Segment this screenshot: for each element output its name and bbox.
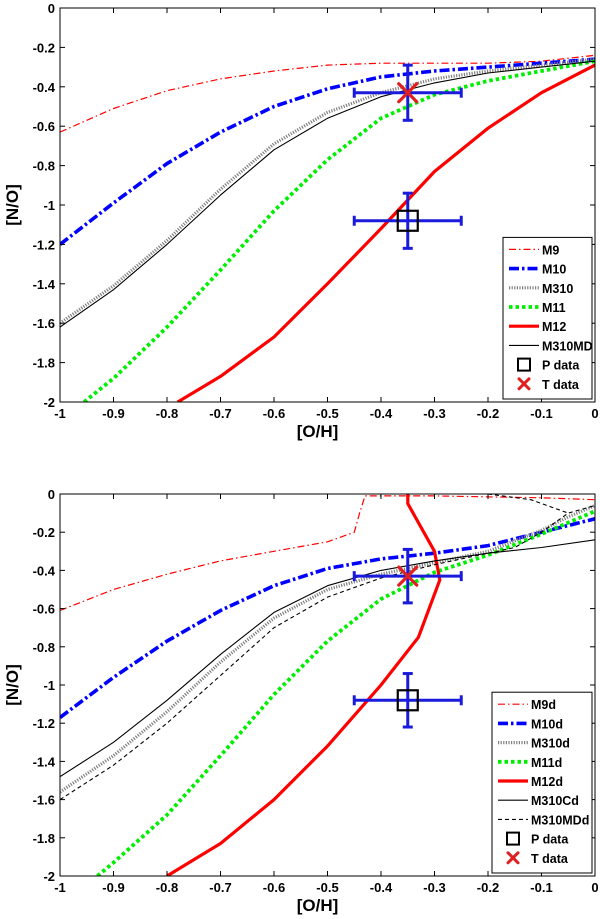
legend-label: M9 [542, 243, 559, 257]
series-line-M12d [166, 494, 442, 876]
y-tick-label: -1 [43, 198, 55, 213]
legend-box [491, 691, 593, 874]
y-tick-label: -1 [43, 678, 55, 693]
legend-label: M10d [531, 717, 563, 731]
series-line-M310MDd [60, 504, 595, 801]
data-point-t-data [352, 547, 463, 605]
cross-marker-b [397, 82, 419, 104]
x-tick-label: -0.8 [156, 880, 178, 895]
legend-label: M310Cd [531, 794, 579, 808]
y-tick-label: -0.6 [33, 602, 55, 617]
data-point-p-data [352, 672, 463, 729]
series-line-M12 [176, 63, 595, 402]
data-point-t-data [352, 63, 463, 122]
y-tick-label: -0.8 [33, 159, 55, 174]
series-line-M310d [60, 504, 595, 794]
x-tick-label: -0.3 [423, 406, 445, 421]
x-tick-label: -0.9 [102, 406, 124, 421]
legend-label: P data [531, 833, 569, 847]
y-tick-label: -2 [43, 395, 55, 410]
legend-label: M10 [542, 263, 566, 277]
y-tick-label: -1.6 [33, 793, 55, 808]
legend-label: M9d [531, 698, 556, 712]
y-tick-label: -0.8 [33, 640, 55, 655]
data-point-p-data [352, 191, 463, 250]
legend-box [502, 236, 593, 400]
y-axis-label: [N/O] [3, 664, 22, 706]
series-line-M11 [82, 59, 595, 402]
y-tick-label: -0.4 [33, 563, 56, 578]
legend-label: T data [531, 852, 569, 866]
legend-label: M310MD [542, 339, 593, 353]
y-tick-label: 0 [48, 1, 55, 16]
x-tick-label: -0.6 [263, 880, 285, 895]
x-tick-label: -0.2 [477, 406, 499, 421]
legend-label: M11d [531, 756, 562, 770]
y-axis-label: [N/O] [3, 184, 22, 226]
legend-label: M11 [542, 301, 566, 315]
square-marker [396, 689, 419, 712]
legend-label: M12 [542, 320, 566, 334]
series-line-M310Cd [60, 539, 595, 778]
x-tick-label: -0.9 [102, 880, 124, 895]
square-marker [396, 209, 419, 232]
legend-label: M310d [531, 737, 570, 751]
x-tick-label: -0.4 [370, 406, 393, 421]
x-tick-label: 0 [591, 406, 598, 421]
x-axis-label: [O/H] [297, 896, 339, 915]
y-tick-label: -0.6 [33, 119, 55, 134]
series-line-M10 [60, 57, 595, 246]
series-line-M9 [60, 54, 595, 133]
legend-label: T data [542, 378, 580, 392]
series-line-M310MDd-branch [487, 494, 569, 514]
cross-marker-b [397, 565, 419, 587]
y-tick-label: 0 [48, 487, 55, 502]
series-line-M9d [60, 495, 595, 612]
y-tick-label: -2 [43, 869, 55, 884]
series-line-M310 [60, 57, 595, 325]
y-tick-label: -1.4 [33, 754, 56, 769]
x-tick-label: -0.7 [209, 406, 231, 421]
legend: M9d M10d M310d M11d M12d M310Cd M310MDd P data T… [491, 691, 593, 874]
legend-cross-b [517, 377, 531, 391]
y-tick-label: -0.2 [33, 525, 55, 540]
x-tick-label: -0.5 [316, 880, 338, 895]
legend: M9 M10 M310 M11 M12 M310MD P data T data [502, 236, 593, 400]
chart-panel-1: -1 -0.9 -0.8 -0.7 -0.6 -0.5 -0.4 -0.3 -0.2 -0.1 0 0… [3, 1, 599, 441]
series-line-M10d [60, 517, 595, 719]
y-tick-label: -1.2 [33, 237, 55, 252]
y-tick-label: -0.4 [33, 80, 56, 95]
x-tick-label: -0.6 [263, 406, 285, 421]
y-tick-label: -1.8 [33, 356, 55, 371]
x-tick-label: -0.4 [370, 880, 393, 895]
legend-square-marker [517, 357, 531, 372]
y-tick-label: -1.4 [33, 277, 56, 292]
x-tick-label: -0.5 [316, 406, 338, 421]
x-tick-label: -0.1 [530, 406, 552, 421]
y-tick-label: -1.6 [33, 316, 55, 331]
y-tick-label: -0.2 [33, 40, 55, 55]
chart-panel-2: -1 -0.9 -0.8 -0.7 -0.6 -0.5 -0.4 -0.3 -0.2 -0.1 0 0… [3, 487, 599, 915]
x-tick-label: 0 [591, 880, 598, 895]
x-tick-label: -0.3 [423, 880, 445, 895]
x-tick-label: -0.1 [530, 880, 552, 895]
legend-label: P data [542, 359, 580, 373]
x-tick-label: -1 [54, 406, 66, 421]
legend-square-marker [506, 831, 520, 846]
series-group [60, 54, 595, 402]
x-tick-label: -0.8 [156, 406, 178, 421]
x-axis-label: [O/H] [297, 422, 339, 441]
series-line-M310MD [60, 60, 595, 328]
y-tick-label: -1.8 [33, 831, 55, 846]
series-group [60, 494, 595, 876]
legend-label: M12d [531, 775, 563, 789]
legend-label: M310 [542, 282, 573, 296]
legend-cross-b [506, 851, 520, 865]
x-tick-label: -0.7 [209, 880, 231, 895]
legend-label: M310MDd [531, 813, 589, 827]
x-tick-label: -0.2 [477, 880, 499, 895]
y-tick-label: -1.2 [33, 716, 55, 731]
x-tick-label: -1 [54, 880, 66, 895]
